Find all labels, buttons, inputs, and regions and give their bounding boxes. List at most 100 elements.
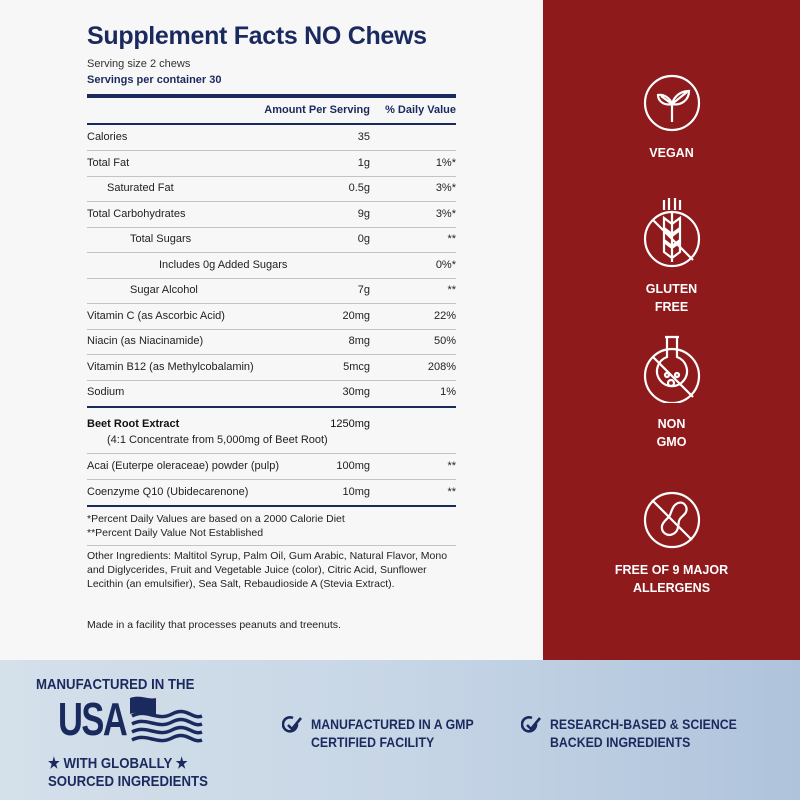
badge-allergen-free: FREE OF 9 MAJOR ALLERGENS: [543, 491, 800, 597]
badge-vegan: VEGAN: [543, 74, 800, 162]
nutrient-name: Calories: [87, 131, 128, 143]
nutrient-name: Total Sugars: [130, 233, 192, 245]
nutrient-name: Total Carbohydrates: [87, 207, 186, 220]
badge-gluten-free: GLUTEN FREE: [543, 196, 800, 316]
other-ingredients: Other Ingredients: Maltitol Syrup, Palm …: [87, 550, 448, 590]
blend-note-row: (4:1 Concentrate from 5,000mg of Beet Ro…: [87, 428, 456, 453]
nutrient-name: Saturated Fat: [107, 182, 174, 194]
claim-line: MANUFACTURED IN A GMP: [311, 716, 474, 732]
nutrient-dv: 22%: [433, 309, 456, 322]
blend-name: Beet Root Extract: [87, 418, 180, 430]
rule: [87, 479, 456, 480]
nutrient-name: Includes 0g Added Sugars: [159, 258, 288, 271]
badge-label: FREE OF 9 MAJOR: [614, 563, 729, 577]
table-row: Vitamin C (as Ascorbic Acid) 20mg 22%: [87, 304, 456, 329]
thick-rule: [87, 94, 456, 98]
footnote-1: *Percent Daily Values are based on a 200…: [87, 513, 345, 525]
us-flag-icon: [130, 696, 203, 743]
nutrient-dv: **: [447, 233, 456, 245]
serving-size: Serving size 2 chews: [87, 58, 191, 70]
nutrient-name: Vitamin B12 (as Methylcobalamin): [87, 360, 254, 373]
no-gmo-flask-icon: [643, 335, 700, 403]
nutrient-amount: 8mg: [348, 335, 370, 347]
blend-note: (4:1 Concentrate from 5,000mg of Beet Ro…: [107, 434, 328, 446]
usa-top-text: MANUFACTURED IN THE: [36, 676, 195, 693]
rule: [87, 150, 456, 151]
rule: [87, 226, 456, 228]
table-header: Amount Per Serving % Daily Value: [87, 98, 456, 123]
nutrient-amount: 35: [357, 131, 370, 143]
rule: [87, 328, 456, 330]
claim-line: BACKED INGREDIENTS: [550, 734, 691, 750]
nutrient-dv: **: [447, 284, 456, 296]
badge-panel: VEGAN GLUTEN FREE NON GMO FREE OF 9 MAJO…: [543, 0, 800, 660]
rule: [87, 379, 456, 381]
rule: [87, 505, 456, 507]
table-row: Sugar Alcohol 7g **: [87, 278, 456, 303]
badge-label: GMO: [656, 435, 687, 449]
table-row: Vitamin B12 (as Methylcobalamin) 5mcg 208%: [87, 355, 456, 380]
nutrient-name: Sodium: [87, 386, 125, 398]
servings-per-container: Servings per container 30: [87, 74, 222, 86]
nutrient-dv: **: [447, 460, 456, 472]
claim-line: CERTIFIED FACILITY: [311, 734, 435, 750]
badge-non-gmo: NON GMO: [543, 335, 800, 451]
badge-label: ALLERGENS: [632, 581, 711, 595]
nutrient-amount: 5mcg: [343, 360, 370, 373]
nutrient-name: Sugar Alcohol: [130, 284, 198, 296]
page-title: Supplement Facts NO Chews: [87, 22, 427, 50]
rule: [87, 175, 456, 177]
usa-line-2: SOURCED INGREDIENTS: [48, 773, 208, 790]
claim-research: RESEARCH-BASED & SCIENCE BACKED INGREDIEN…: [550, 715, 737, 751]
nutrient-amount: 20mg: [342, 309, 370, 322]
nutrient-dv: 1%*: [435, 156, 456, 169]
nutrient-name: Vitamin C (as Ascorbic Acid): [87, 309, 225, 322]
nutrient-amount: 10mg: [342, 485, 370, 498]
table-row: Saturated Fat 0.5g 3%*: [87, 176, 456, 201]
nutrient-amount: 7g: [357, 284, 370, 296]
usa-line-1: ★ WITH GLOBALLY ★: [48, 755, 188, 772]
nutrient-amount: 9g: [357, 207, 370, 220]
nutrient-name: Niacin (as Niacinamide): [87, 335, 204, 347]
nutrient-name: Acai (Euterpe oleraceae) powder (pulp): [87, 460, 279, 472]
table-row: Sodium 30mg 1%: [87, 380, 456, 405]
footnote-2: **Percent Daily Value Not Established: [87, 527, 264, 539]
check-badge-icon: [521, 716, 541, 733]
amount-header: Amount Per Serving: [264, 104, 370, 116]
table-row: Total Sugars 0g **: [87, 227, 456, 252]
leaf-icon: [643, 74, 700, 132]
rule: [87, 252, 456, 253]
badge-label: GLUTEN: [645, 282, 698, 296]
rule: [87, 123, 456, 125]
nutrient-dv: 3%*: [435, 182, 456, 194]
table-row: Total Carbohydrates 9g 3%*: [87, 202, 456, 227]
rule: [87, 354, 456, 355]
rule: [87, 545, 456, 546]
nutrient-dv: 208%: [427, 360, 456, 373]
table-row: Calories 35: [87, 125, 456, 150]
no-wheat-icon: [643, 198, 700, 268]
rule: [87, 453, 456, 454]
nutrient-dv: 0%*: [435, 258, 456, 271]
nutrient-name: Total Fat: [87, 156, 130, 169]
badge-label: NON: [657, 417, 686, 431]
nutrient-name: Coenzyme Q10 (Ubidecarenone): [87, 485, 249, 498]
rule: [87, 201, 456, 202]
nutrient-dv: 3%*: [435, 207, 456, 220]
badge-label: VEGAN: [649, 146, 694, 160]
nutrient-amount: 0g: [357, 233, 370, 245]
nutrient-dv: 50%: [433, 335, 456, 347]
nutrient-amount: 30mg: [342, 386, 370, 398]
badge-label: FREE: [654, 300, 689, 314]
nutrient-dv: **: [447, 485, 456, 498]
dv-header: % Daily Value: [385, 104, 456, 116]
rule: [87, 406, 456, 408]
blend-amount: 1250mg: [330, 418, 370, 430]
rule: [87, 277, 456, 279]
check-badge-icon: [282, 716, 302, 733]
nutrient-amount: 1g: [357, 156, 370, 169]
table-row: Includes 0g Added Sugars 0%*: [87, 253, 456, 278]
nutrient-amount: 0.5g: [348, 182, 370, 194]
table-row: Niacin (as Niacinamide) 8mg 50%: [87, 329, 456, 354]
usa-logo-text: USA: [58, 693, 128, 745]
